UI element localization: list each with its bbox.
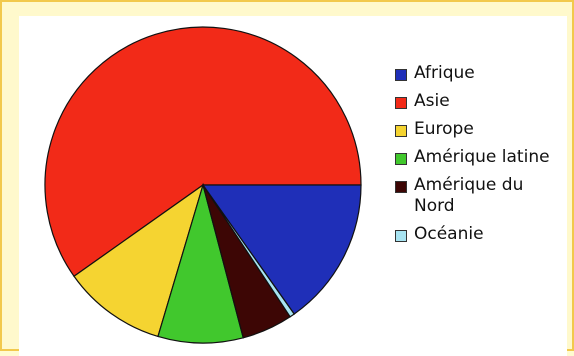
legend-swatch [395,230,407,242]
legend-swatch [395,181,407,193]
legend-item-afrique: Afrique [395,63,550,84]
legend: Afrique Asie Europe Amérique latine Amérique… [395,63,550,252]
legend-swatch [395,97,407,109]
legend-label: Afrique [414,63,475,83]
legend-item-amérique-latine: Amérique latine [395,147,550,168]
legend-label: Océanie [414,224,484,244]
pie-slice-amérique-latine [157,182,244,344]
legend-swatch [395,125,407,137]
legend-label: Amérique latine [414,147,550,167]
pie-chart [44,26,362,344]
legend-swatch [395,69,407,81]
legend-item-amérique-du-nord: Amérique du Nord [395,175,550,217]
legend-swatch [395,153,407,165]
pie-slice-europe [73,183,205,338]
legend-item-océanie: Océanie [395,224,550,245]
legend-label: Amérique du Nord [414,175,524,216]
legend-item-asie: Asie [395,91,550,112]
legend-label: Asie [414,91,450,111]
legend-label: Europe [414,119,474,139]
pie-slice-afrique [201,184,362,315]
pie-slice-asie [44,26,362,278]
legend-item-europe: Europe [395,119,550,140]
chart-panel: Afrique Asie Europe Amérique latine Amérique… [19,16,567,356]
